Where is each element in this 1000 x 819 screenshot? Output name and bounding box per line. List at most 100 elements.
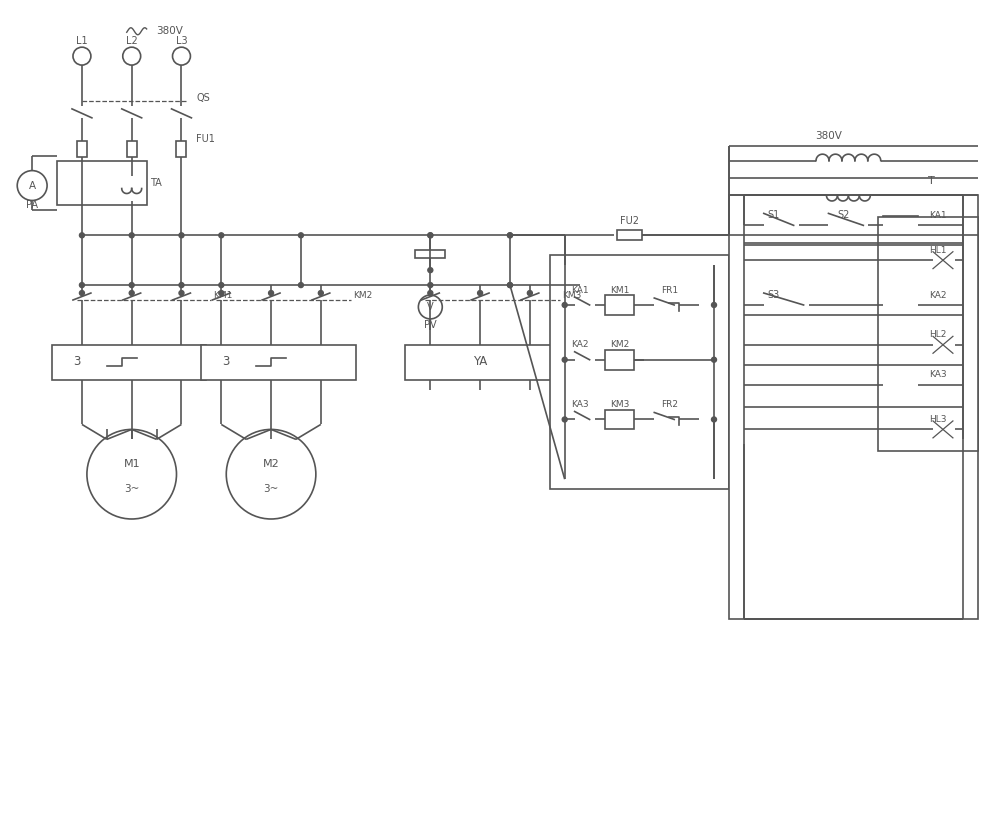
Text: S3: S3: [768, 290, 780, 300]
Text: HL2: HL2: [929, 330, 947, 339]
Text: KA3: KA3: [571, 400, 588, 409]
Circle shape: [219, 291, 224, 296]
Text: HL3: HL3: [929, 415, 947, 424]
Text: M2: M2: [263, 459, 279, 469]
Text: T: T: [928, 175, 935, 186]
Circle shape: [712, 417, 716, 422]
Text: 3~: 3~: [263, 484, 279, 494]
Circle shape: [527, 291, 532, 296]
Text: S2: S2: [837, 210, 850, 220]
Text: V: V: [427, 302, 434, 312]
Text: KA3: KA3: [929, 370, 947, 379]
Text: KA1: KA1: [929, 211, 947, 219]
Circle shape: [418, 295, 442, 319]
Circle shape: [298, 283, 303, 287]
Circle shape: [219, 233, 224, 238]
Text: A: A: [29, 180, 36, 191]
Text: QS: QS: [196, 93, 210, 103]
Circle shape: [123, 48, 141, 65]
Text: L3: L3: [176, 36, 187, 46]
Circle shape: [79, 283, 84, 287]
Bar: [883, 296, 918, 314]
Text: KM2: KM2: [610, 341, 629, 349]
Circle shape: [428, 283, 433, 287]
Circle shape: [87, 429, 176, 519]
Circle shape: [428, 233, 433, 238]
Text: KM3: KM3: [562, 291, 581, 300]
Circle shape: [226, 429, 316, 519]
Circle shape: [507, 283, 512, 287]
Text: KM1: KM1: [610, 286, 629, 295]
Circle shape: [931, 248, 955, 272]
Bar: [605, 295, 634, 315]
Bar: [201, 345, 356, 380]
Circle shape: [17, 170, 47, 201]
Circle shape: [428, 291, 433, 296]
Circle shape: [478, 291, 483, 296]
Circle shape: [318, 291, 323, 296]
Text: KA1: KA1: [571, 286, 588, 295]
Circle shape: [129, 233, 134, 238]
Text: PV: PV: [424, 320, 437, 330]
Text: FR1: FR1: [661, 286, 678, 295]
Circle shape: [79, 233, 84, 238]
Bar: [57, 161, 147, 206]
Circle shape: [269, 291, 274, 296]
Bar: [617, 230, 642, 240]
Circle shape: [562, 302, 567, 307]
Text: 380V: 380V: [815, 131, 842, 141]
Text: L1: L1: [76, 36, 88, 46]
Text: KM3: KM3: [610, 400, 629, 409]
Bar: [550, 256, 729, 489]
Bar: [77, 141, 87, 156]
Circle shape: [712, 302, 716, 307]
Text: 3~: 3~: [124, 484, 139, 494]
Circle shape: [179, 283, 184, 287]
Bar: [729, 196, 978, 618]
Circle shape: [507, 283, 512, 287]
Bar: [605, 350, 634, 369]
Bar: [52, 345, 206, 380]
Text: YA: YA: [473, 355, 487, 369]
Bar: [605, 410, 634, 429]
Text: TA: TA: [150, 178, 161, 188]
Bar: [415, 251, 445, 258]
Text: 3: 3: [73, 355, 81, 369]
Text: FU2: FU2: [620, 216, 639, 226]
Text: KM1: KM1: [213, 291, 233, 300]
Text: FR2: FR2: [661, 400, 678, 409]
Circle shape: [129, 283, 134, 287]
Circle shape: [179, 233, 184, 238]
Text: 380V: 380V: [157, 26, 183, 36]
Text: PA: PA: [26, 201, 38, 210]
Circle shape: [428, 233, 433, 238]
Circle shape: [562, 357, 567, 362]
Text: KA2: KA2: [571, 341, 588, 349]
Circle shape: [179, 291, 184, 296]
Circle shape: [79, 291, 84, 296]
Bar: [405, 345, 560, 380]
Text: KA2: KA2: [929, 291, 947, 300]
Circle shape: [173, 48, 190, 65]
Circle shape: [931, 418, 955, 441]
Circle shape: [73, 48, 91, 65]
Bar: [176, 141, 186, 156]
Bar: [878, 217, 978, 451]
Text: 3: 3: [223, 355, 230, 369]
Circle shape: [129, 291, 134, 296]
Circle shape: [712, 357, 716, 362]
Circle shape: [298, 233, 303, 238]
Text: M1: M1: [123, 459, 140, 469]
Text: KM2: KM2: [353, 291, 372, 300]
Circle shape: [931, 333, 955, 357]
Circle shape: [507, 233, 512, 238]
Circle shape: [428, 268, 433, 273]
Text: S1: S1: [768, 210, 780, 220]
Circle shape: [562, 417, 567, 422]
Text: L2: L2: [126, 36, 138, 46]
Circle shape: [507, 233, 512, 238]
Bar: [127, 141, 137, 156]
Bar: [883, 376, 918, 394]
Text: FU1: FU1: [196, 133, 215, 144]
Text: HL1: HL1: [929, 246, 947, 255]
